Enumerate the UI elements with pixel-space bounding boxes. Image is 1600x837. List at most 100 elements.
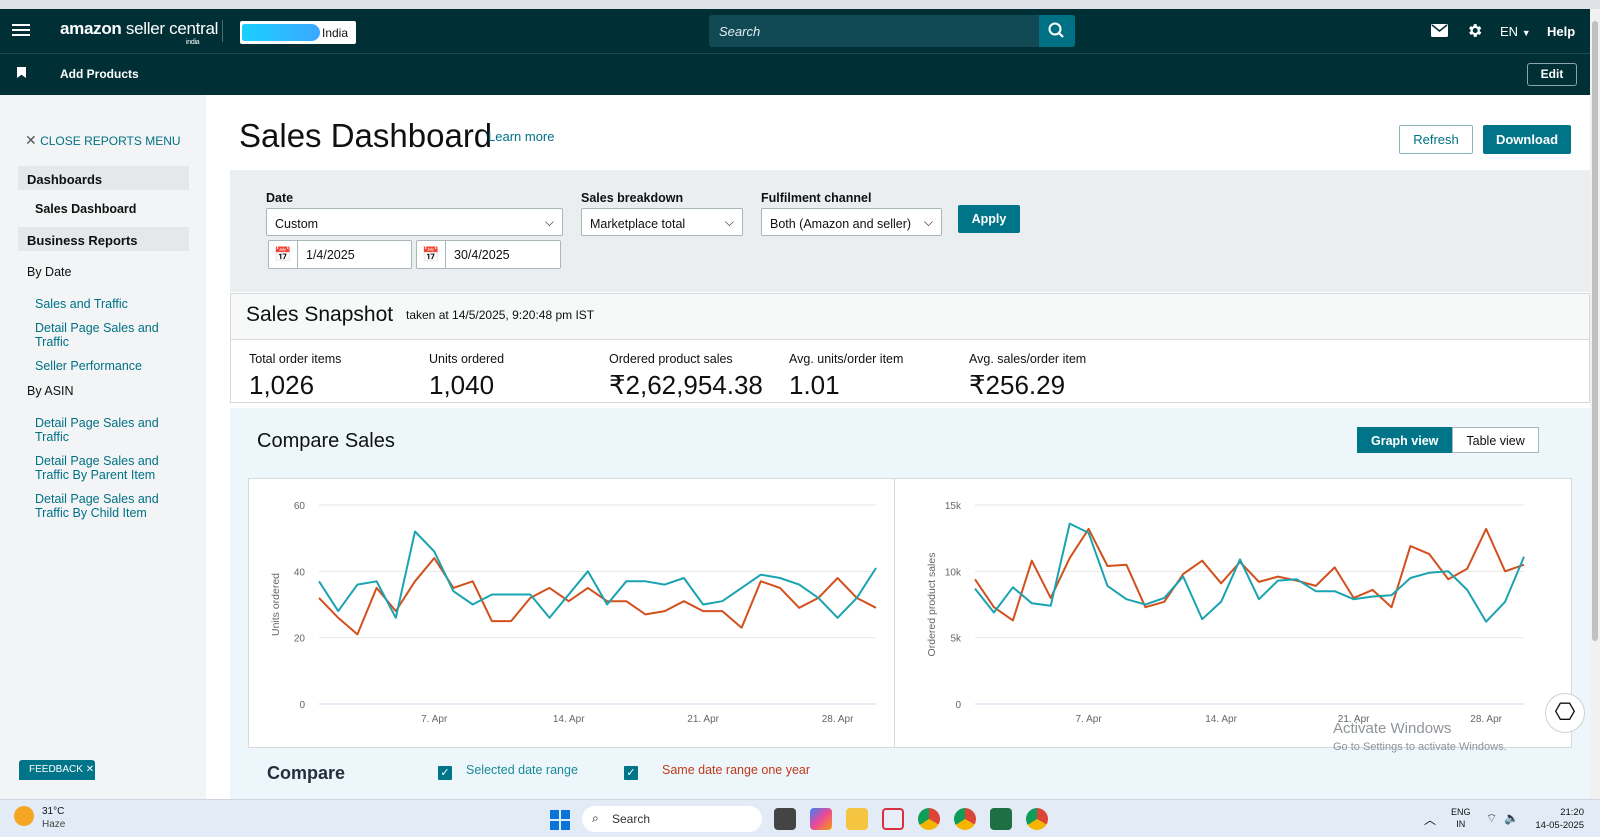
snapshot-header: Sales Snapshot taken at 14/5/2025, 9:20:… [231, 294, 1589, 340]
copilot-icon[interactable] [810, 808, 832, 830]
x-tick-label: 14. Apr [553, 714, 585, 725]
end-date-input[interactable]: 📅 30/4/2025 [416, 240, 561, 269]
apply-button[interactable]: Apply [958, 205, 1020, 233]
last-year-checkbox[interactable]: ✓ [624, 766, 638, 780]
close-icon[interactable]: ✕ [85, 764, 95, 775]
input-language[interactable]: ENG IN [1451, 807, 1471, 829]
messages-icon[interactable] [1431, 24, 1448, 37]
close-icon: ✕ [25, 132, 37, 148]
metric-avg-units-per-order: Avg. units/order item 1.01 [789, 352, 904, 400]
chrome-icon-active[interactable] [954, 808, 976, 830]
chevron-down-icon: ⌵ [544, 215, 554, 229]
search-bar[interactable]: Search [709, 15, 1075, 47]
y-tick-label: 20 [294, 634, 306, 645]
chevron-up-icon[interactable]: ︿ [1424, 813, 1437, 827]
selected-range-label[interactable]: Selected date range [466, 763, 578, 777]
dashboards-header: Dashboards [18, 166, 189, 190]
y-tick-label: 15k [945, 501, 962, 512]
sidebar-link-sales-and-traffic[interactable]: Sales and Traffic [35, 297, 128, 311]
y-tick-label: 5k [950, 634, 962, 645]
table-view-button[interactable]: Table view [1452, 427, 1539, 453]
date-label: Date [266, 191, 294, 205]
sidebar-link-asin-detail-page[interactable]: Detail Page Sales and Traffic [35, 416, 159, 444]
sidebar-item-sales-dashboard[interactable]: Sales Dashboard [35, 202, 137, 216]
file-explorer-icon[interactable] [846, 808, 868, 830]
selected-range-checkbox[interactable]: ✓ [438, 766, 452, 780]
calendar-icon[interactable]: 📅 [417, 241, 446, 268]
ai-assistant-icon[interactable]: ⎔ [1545, 693, 1585, 733]
account-switcher[interactable]: India [240, 21, 356, 44]
search-input[interactable]: Search [719, 24, 761, 39]
sidebar-link-detail-page-sales[interactable]: Detail Page Sales and Traffic [35, 321, 159, 349]
fulfilment-channel-select[interactable]: Both (Amazon and seller) ⌵ [761, 208, 942, 236]
learn-more-link[interactable]: Learn more [488, 129, 555, 144]
compare-sales-title: Compare Sales [257, 430, 395, 452]
windows-start-icon[interactable] [550, 810, 570, 830]
sales-snapshot: Sales Snapshot taken at 14/5/2025, 9:20:… [230, 293, 1590, 403]
taskbar-search[interactable]: ⌕ Search [582, 806, 762, 832]
page-title: Sales Dashboard [239, 117, 493, 154]
redacted-account-name [242, 24, 320, 41]
download-button[interactable]: Download [1483, 125, 1571, 154]
chrome-icon-profile[interactable] [1026, 808, 1048, 830]
y-axis-title: Ordered product sales [926, 553, 938, 657]
close-reports-menu[interactable]: ✕ CLOSE REPORTS MENU [25, 132, 181, 148]
search-icon: ⌕ [592, 811, 599, 825]
clock[interactable]: 21:20 14-05-2025 [1535, 807, 1584, 831]
help-link[interactable]: Help [1547, 24, 1576, 39]
calendar-icon[interactable]: 📅 [269, 241, 298, 268]
x-tick-label: 28. Apr [822, 714, 854, 725]
wifi-icon[interactable]: ⌔ [1486, 811, 1498, 825]
caret-down-icon: ▼ [1521, 28, 1531, 38]
x-tick-label: 21. Apr [1338, 714, 1370, 725]
graph-view-button[interactable]: Graph view [1357, 427, 1453, 453]
bookmark-icon[interactable] [17, 67, 26, 78]
chart-divider [894, 478, 895, 748]
series-line [974, 527, 1525, 622]
y-axis-title: Units ordered [270, 573, 282, 636]
scrollbar-thumb[interactable] [1592, 21, 1598, 641]
sidebar-link-asin-child-item[interactable]: Detail Page Sales and Traffic By Child I… [35, 492, 159, 520]
taskbar-app-icon[interactable] [774, 808, 796, 830]
chevron-down-icon: ⌵ [923, 215, 933, 229]
weather-icon [14, 806, 34, 826]
weather-widget[interactable]: 31°C Haze [14, 804, 84, 834]
windows-taskbar: 31°C Haze ⌕ Search ︿ ENG IN ⌔ 🔈 21:20 14-0… [0, 799, 1600, 837]
seller-central-logo[interactable]: amazon seller central india [60, 19, 219, 46]
start-date-input[interactable]: 📅 1/4/2025 [268, 240, 412, 269]
last-year-label[interactable]: Same date range one year [662, 763, 811, 777]
volume-icon[interactable]: 🔈 [1504, 811, 1519, 825]
sales-breakdown-select[interactable]: Marketplace total ⌵ [581, 208, 743, 236]
search-button[interactable] [1039, 15, 1075, 47]
series-line [318, 530, 877, 619]
sidebar-link-asin-parent-item[interactable]: Detail Page Sales and Traffic By Parent … [35, 454, 159, 482]
metric-ordered-product-sales: Ordered product sales ₹2,62,954.38 [609, 352, 763, 400]
view-toggle: Graph view Table view [1357, 427, 1539, 453]
language-selector[interactable]: EN ▼ [1500, 24, 1531, 39]
metric-total-order-items: Total order items 1,026 [249, 352, 342, 400]
excel-icon[interactable] [990, 808, 1012, 830]
feedback-button[interactable]: FEEDBACK ✕ [19, 760, 95, 780]
x-tick-label: 7. Apr [421, 714, 448, 725]
edit-button[interactable]: Edit [1527, 63, 1577, 86]
y-tick-label: 0 [955, 700, 961, 711]
snipping-tool-icon[interactable] [882, 808, 904, 830]
sidebar-link-seller-performance[interactable]: Seller Performance [35, 359, 142, 373]
settings-gear-icon[interactable] [1466, 22, 1483, 39]
bookmark-bar: Add Products Edit [0, 53, 1590, 95]
add-products-link[interactable]: Add Products [60, 67, 139, 81]
divider [222, 20, 223, 42]
date-select[interactable]: Custom ⌵ [266, 208, 563, 236]
units-ordered-chart: 0 20 40 60 7. Apr 14. Apr 21. Apr 28. Apr Units … [270, 501, 877, 725]
page-scrollbar[interactable] [1590, 9, 1600, 799]
series-line [974, 522, 1525, 623]
chrome-icon[interactable] [918, 808, 940, 830]
activate-windows-subtitle: Go to Settings to activate Windows. [1333, 741, 1507, 753]
compare-sales-panel: Compare Sales Graph view Table view 0 20 4… [230, 408, 1590, 808]
hamburger-menu-icon[interactable] [12, 21, 30, 39]
y-tick-label: 0 [299, 700, 305, 711]
filters-panel: Date Custom ⌵ 📅 1/4/2025 📅 30/4/2025 Sale… [230, 170, 1590, 292]
compare-label: Compare [267, 763, 346, 783]
reports-sidebar: ✕ CLOSE REPORTS MENU Dashboards Sales Da… [0, 95, 206, 799]
refresh-button[interactable]: Refresh [1399, 125, 1473, 154]
